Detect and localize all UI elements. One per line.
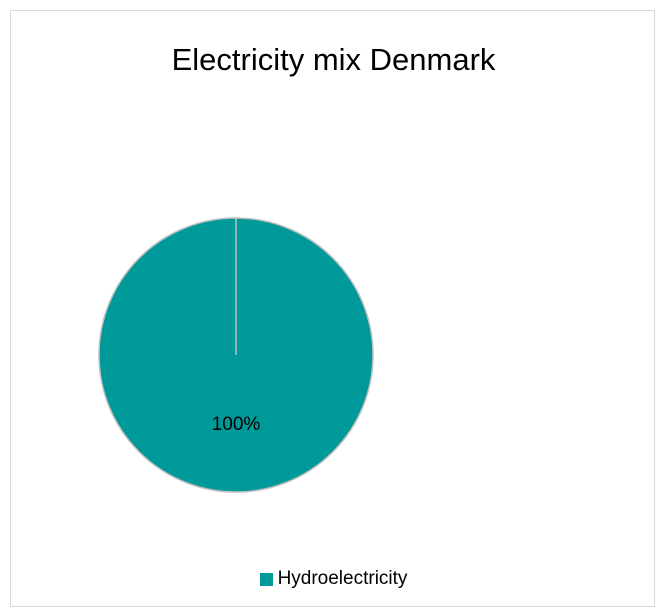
chart-title: Electricity mix Denmark xyxy=(171,42,496,77)
legend-label-hydroelectricity: Hydroelectricity xyxy=(277,568,408,589)
data-label-hydroelectricity: 100% xyxy=(212,414,261,435)
legend-swatch-hydroelectricity xyxy=(259,572,273,586)
legend: Hydroelectricity xyxy=(0,568,667,590)
